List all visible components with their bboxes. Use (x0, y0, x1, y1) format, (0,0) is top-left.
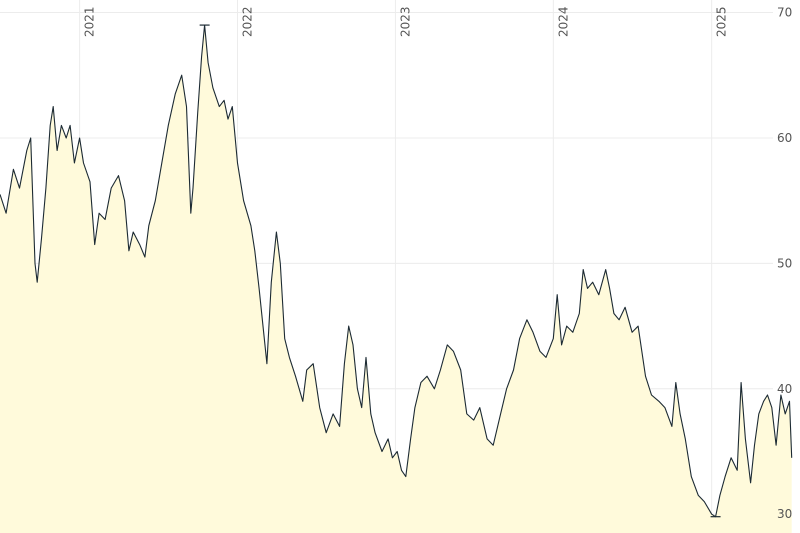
x-axis-labels: 2021 2022 2023 2024 2025 (83, 6, 729, 37)
y-tick-label: 60 (777, 131, 792, 145)
x-tick-label: 2023 (398, 6, 412, 37)
y-tick-label: 50 (777, 256, 792, 270)
markers (199, 24, 721, 518)
line-layer (0, 24, 793, 518)
x-tick-label: 2022 (241, 6, 255, 37)
price-area-fill (0, 25, 792, 533)
x-tick-label: 2021 (83, 6, 97, 37)
area-layer (0, 25, 792, 533)
y-axis-labels: 30 40 50 60 70 (777, 6, 792, 522)
y-tick-label: 40 (777, 382, 792, 396)
x-tick-label: 2024 (556, 6, 570, 37)
price-line (0, 24, 793, 518)
y-tick-label: 70 (777, 6, 792, 20)
y-tick-label: 30 (777, 507, 792, 521)
x-tick-label: 2025 (715, 6, 729, 37)
